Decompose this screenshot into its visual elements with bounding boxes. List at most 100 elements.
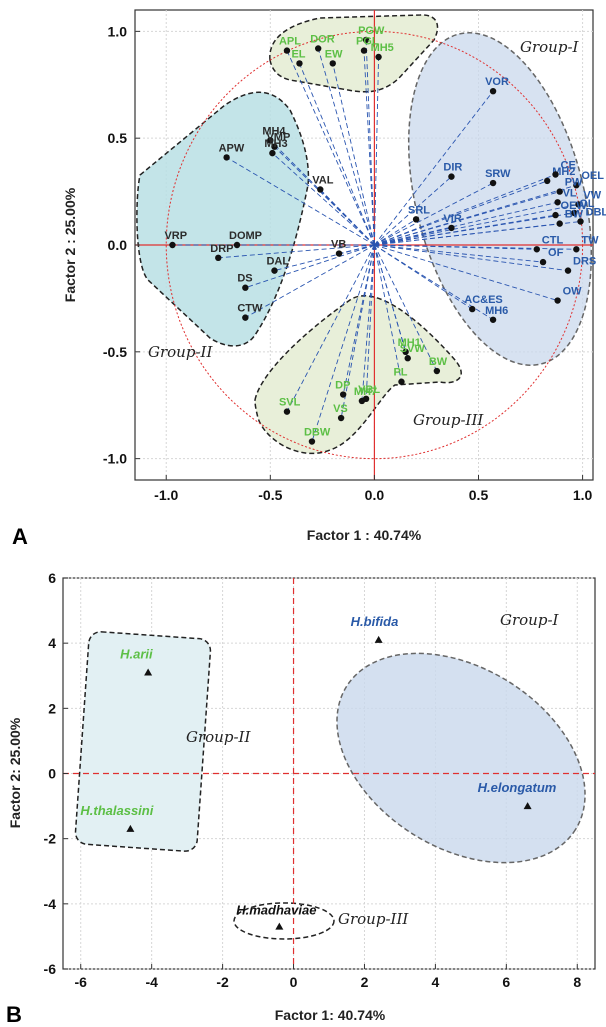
species-marker: [523, 802, 532, 810]
loading-point: [554, 297, 561, 304]
variable-label: DRS: [573, 256, 596, 268]
variable-label: MH6: [485, 305, 508, 317]
species-label: H.elongatum: [478, 780, 557, 795]
loading-point: [448, 173, 455, 180]
loading-point: [269, 149, 276, 157]
loading-point: [169, 241, 176, 249]
loading-point: [552, 211, 559, 219]
x-tick-label: 0: [290, 974, 298, 990]
variable-label: SVL: [279, 397, 301, 409]
loading-point: [242, 284, 249, 291]
variable-label: MH5: [371, 42, 394, 54]
loading-point: [544, 177, 551, 185]
loading-vector: [317, 48, 375, 246]
variable-label: SVW: [400, 343, 426, 355]
variable-label: AC&ES: [464, 294, 503, 306]
y-tick-label: 0.0: [108, 237, 128, 253]
y-tick-label: -4: [44, 896, 57, 912]
variable-label: DBW: [304, 427, 331, 439]
loading-point: [402, 348, 409, 356]
y-tick-label: 0.5: [108, 130, 128, 146]
loading-point: [571, 209, 578, 217]
species-marker: [275, 922, 284, 930]
loading-point: [489, 179, 497, 187]
variable-label: OW: [563, 286, 583, 298]
x-axis-label-a: Factor 1 : 40.74%: [307, 527, 422, 543]
variable-label: APW: [219, 142, 245, 154]
loading-point: [375, 53, 382, 61]
variable-label: SRL: [408, 204, 430, 216]
variable-label: DAL: [266, 256, 289, 268]
x-axis-label-b: Factor 1: 40.74%: [275, 1007, 386, 1023]
loading-point: [296, 60, 303, 67]
loading-point: [539, 258, 547, 266]
x-tick-label: 2: [361, 974, 369, 990]
loading-vector: [374, 212, 575, 246]
loading-point: [271, 267, 278, 274]
variable-label: EW: [325, 48, 343, 60]
group-ii-region-b: [74, 631, 212, 852]
loading-vector: [374, 244, 544, 263]
variable-label: DOR: [310, 33, 335, 45]
variable-label: OF: [548, 247, 564, 259]
loading-point: [283, 47, 291, 54]
y-tick-label: -0.5: [103, 344, 127, 360]
variable-label: APL: [279, 36, 301, 48]
y-tick-label: 2: [48, 700, 56, 716]
variable-label: DS: [237, 273, 252, 285]
loading-vector: [340, 244, 375, 419]
loading-vector: [374, 90, 494, 246]
loading-vector: [311, 244, 375, 442]
group-iii-label-b: Group-III: [338, 910, 409, 928]
variable-label: MH1: [398, 337, 421, 349]
group-iii-label-a: Group-III: [413, 411, 484, 429]
loading-vector: [226, 157, 375, 246]
variable-label: VW: [583, 189, 601, 201]
loading-point: [233, 241, 241, 249]
loading-vector: [272, 152, 375, 246]
loading-point: [362, 36, 370, 44]
loading-point: [573, 181, 580, 189]
variable-label: VAL: [312, 174, 333, 186]
variable-label: VB: [331, 239, 346, 251]
group-ii-label-a: Group-II: [148, 343, 213, 361]
loading-point: [469, 305, 476, 313]
loading-vector: [245, 244, 375, 319]
loading-vector: [374, 244, 577, 250]
loading-point: [242, 314, 249, 321]
loading-vector: [374, 201, 558, 246]
loading-point: [335, 250, 343, 257]
loading-point: [533, 246, 540, 253]
variable-label: VS: [333, 403, 348, 415]
loading-vector: [373, 56, 380, 246]
variable-label: VOR: [485, 76, 509, 88]
loading-vector: [286, 50, 375, 246]
loading-vector: [374, 244, 569, 272]
loading-vector: [373, 244, 402, 382]
loading-point: [412, 216, 420, 223]
ticks-b: -6 -4 -2 0 2 4 6 8 -6 -4 -2 0 2 4 6: [44, 570, 582, 990]
loading-point: [283, 408, 291, 415]
variable-label: OL: [579, 198, 595, 210]
y-tick-label: -1.0: [103, 451, 127, 467]
loading-point: [556, 188, 563, 195]
variable-label: PGL: [356, 36, 379, 48]
loading-point: [575, 201, 582, 208]
species-label: H.bifida: [351, 614, 399, 629]
variable-label: PW: [565, 177, 583, 189]
group-iii-region-b: [233, 902, 335, 940]
x-tick-label: 8: [573, 974, 581, 990]
variable-label: CTW: [237, 303, 263, 315]
variable-label: MH7: [354, 386, 377, 398]
loading-point: [564, 267, 572, 274]
loading-vector: [374, 176, 452, 246]
variable-label: EL: [291, 48, 305, 60]
loading-point: [267, 137, 274, 144]
species-marker: [126, 824, 135, 832]
loading-vector: [373, 244, 409, 359]
loading-point: [577, 218, 584, 225]
variable-label: DBL: [586, 207, 606, 219]
species-marker: [144, 668, 153, 676]
loading-point: [398, 378, 405, 385]
